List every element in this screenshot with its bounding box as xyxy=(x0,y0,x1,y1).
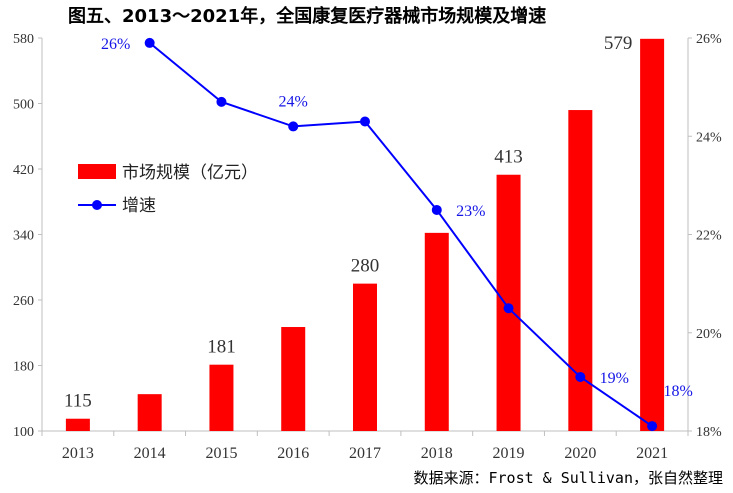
left-tick-label: 340 xyxy=(13,229,34,244)
left-tick-label: 180 xyxy=(13,360,34,375)
x-tick-label: 2017 xyxy=(349,445,381,462)
growth-point xyxy=(431,204,442,215)
growth-point xyxy=(288,121,299,132)
x-tick-label: 2015 xyxy=(205,445,237,462)
left-tick-label: 500 xyxy=(13,98,34,113)
x-tick-label: 2016 xyxy=(277,445,309,462)
left-tick-label: 260 xyxy=(13,294,34,309)
growth-point xyxy=(144,37,155,48)
bar-value-label: 413 xyxy=(494,147,523,168)
growth-value-label: 19% xyxy=(600,370,629,387)
legend-bar-swatch xyxy=(78,164,116,179)
chart-title: 图五、2013～2021年，全国康复医疗器械市场规模及增速 xyxy=(68,6,547,27)
axes: 100 180 260 340 420 500 580 18% 20% 22% 24% 26% 2013… xyxy=(13,32,722,462)
growth-point xyxy=(360,116,370,127)
x-tick-label: 2018 xyxy=(421,445,453,462)
growth-value-label: 26% xyxy=(101,36,130,53)
bar-value-label: 181 xyxy=(207,337,236,358)
legend: 市场规模（亿元） 增速 xyxy=(78,163,258,216)
growth-point xyxy=(216,96,227,107)
bar xyxy=(209,364,234,431)
growth-value-label: 23% xyxy=(456,203,485,220)
left-tick-label: 420 xyxy=(13,163,34,178)
growth-point xyxy=(575,371,586,382)
bar-value-label: 579 xyxy=(604,33,633,54)
bar xyxy=(137,394,162,431)
legend-line-marker xyxy=(92,200,102,210)
bar xyxy=(424,232,449,431)
bar xyxy=(281,327,306,431)
growth-point xyxy=(503,303,514,314)
x-tick-label: 2021 xyxy=(636,445,668,462)
right-tick-label: 18% xyxy=(696,425,722,440)
x-tick-label: 2020 xyxy=(564,445,596,462)
growth-line-path xyxy=(149,42,653,427)
bar xyxy=(640,38,665,431)
growth-value-label: 24% xyxy=(279,93,308,110)
x-tick-label: 2013 xyxy=(62,445,94,462)
growth-point xyxy=(647,421,658,432)
right-tick-label: 24% xyxy=(696,130,722,145)
growth-line xyxy=(144,37,658,432)
x-tick-label: 2019 xyxy=(493,445,525,462)
left-tick-label: 100 xyxy=(13,425,34,440)
data-labels: 115 181 280 413 579 26% 24% 23% 19% 18% xyxy=(64,33,693,412)
right-tick-label: 26% xyxy=(696,32,722,47)
right-tick-label: 20% xyxy=(696,327,722,342)
growth-value-label: 18% xyxy=(663,383,692,400)
left-tick-label: 580 xyxy=(13,32,34,47)
bar xyxy=(65,418,90,431)
x-tick-label: 2014 xyxy=(134,445,166,462)
right-tick-label: 22% xyxy=(696,229,722,244)
bar-value-label: 115 xyxy=(64,391,92,412)
legend-line-label: 增速 xyxy=(122,196,156,216)
bar xyxy=(496,174,521,431)
bar xyxy=(353,283,377,431)
bar-value-label: 280 xyxy=(351,256,380,277)
legend-bar-label: 市场规模（亿元） xyxy=(122,163,258,183)
source-note: 数据来源：Frost & Sullivan，张自然整理 xyxy=(413,469,724,487)
